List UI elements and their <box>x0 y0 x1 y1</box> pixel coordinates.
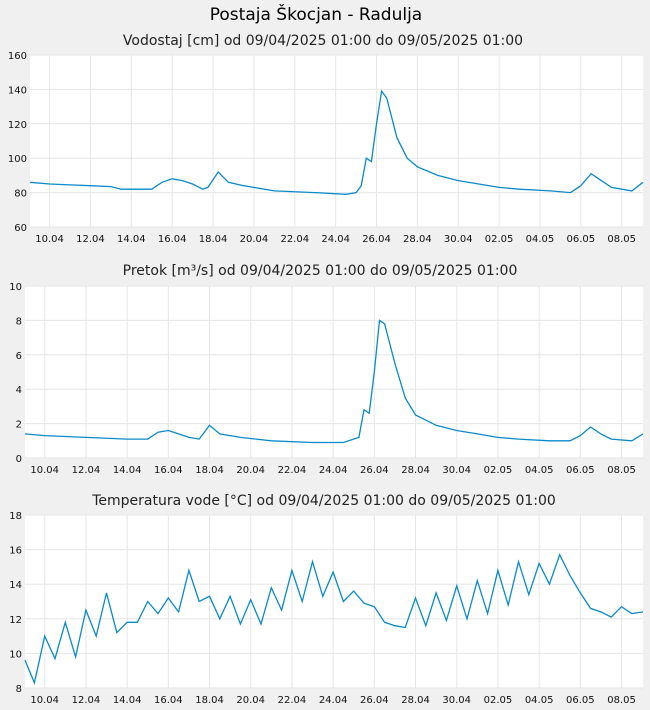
plot-area-water-level <box>30 55 643 227</box>
x-tick-label: 16.04 <box>154 465 183 476</box>
panel-water-level: Vodostaj [cm] od 09/04/2025 01:00 do 09/… <box>8 33 644 245</box>
x-tick-label: 14.04 <box>113 465 142 476</box>
series-line-water-temperature <box>24 553 644 685</box>
y-tick-label: 12 <box>9 615 22 626</box>
series-line-water-level <box>29 89 644 195</box>
x-tick-label: 16.04 <box>154 695 183 706</box>
x-tick-label: 30.04 <box>444 234 473 245</box>
y-ticks-discharge: 0 2 4 6 8 10 <box>9 282 22 465</box>
x-tick-label: 06.05 <box>567 234 596 245</box>
x-tick-label: 22.04 <box>278 465 307 476</box>
panel-water-temperature: Temperatura vode [°C] od 09/04/2025 01:0… <box>9 493 644 706</box>
x-tick-label: 10.04 <box>35 234 64 245</box>
x-ticks-discharge: 10.04 12.04 14.04 16.04 18.04 20.04 22.04 24.04… <box>30 465 635 476</box>
y-tick-label: 2 <box>16 420 22 431</box>
y-tick-label: 80 <box>14 189 27 200</box>
x-tick-label: 14.04 <box>113 695 142 706</box>
y-tick-label: 0 <box>16 454 22 465</box>
y-tick-label: 18 <box>9 511 22 522</box>
y-tick-label: 16 <box>9 546 22 557</box>
x-tick-label: 08.05 <box>607 234 636 245</box>
panel-title-discharge: Pretok [m³/s] od 09/04/2025 01:00 do 09/… <box>123 263 518 279</box>
x-tick-label: 26.04 <box>360 465 389 476</box>
grid-water-temperature <box>25 514 643 689</box>
grid-discharge <box>25 285 643 459</box>
x-tick-label: 20.04 <box>236 465 265 476</box>
y-tick-label: 14 <box>9 580 22 591</box>
x-tick-label: 28.04 <box>401 465 430 476</box>
x-tick-label: 16.04 <box>158 234 187 245</box>
y-tick-label: 140 <box>8 85 27 96</box>
x-tick-label: 04.05 <box>525 695 554 706</box>
x-tick-label: 24.04 <box>319 465 348 476</box>
x-tick-label: 18.04 <box>199 234 228 245</box>
x-tick-label: 24.04 <box>321 234 350 245</box>
x-ticks-water-level: 10.04 12.04 14.04 16.04 18.04 20.04 22.04 24.04… <box>35 234 636 245</box>
panel-title-water-temperature: Temperatura vode [°C] od 09/04/2025 01:0… <box>91 493 556 509</box>
x-tick-label: 12.04 <box>72 465 101 476</box>
panel-title-water-level: Vodostaj [cm] od 09/04/2025 01:00 do 09/… <box>123 33 523 49</box>
figure-title: Postaja Škocjan - Radulja <box>210 3 422 25</box>
x-tick-label: 12.04 <box>76 234 105 245</box>
y-ticks-water-temperature: 8 10 12 14 16 18 <box>9 511 22 695</box>
x-tick-label: 08.05 <box>607 465 636 476</box>
x-tick-label: 30.04 <box>442 465 471 476</box>
plot-area-discharge <box>25 286 643 458</box>
x-tick-label: 26.04 <box>360 695 389 706</box>
x-tick-label: 06.05 <box>566 695 595 706</box>
x-tick-label: 28.04 <box>401 695 430 706</box>
y-tick-label: 4 <box>16 385 22 396</box>
x-tick-label: 08.05 <box>607 695 636 706</box>
x-tick-label: 18.04 <box>195 695 224 706</box>
y-tick-label: 100 <box>8 154 27 165</box>
x-tick-label: 18.04 <box>195 465 224 476</box>
x-tick-label: 22.04 <box>280 234 309 245</box>
y-tick-label: 8 <box>16 684 22 695</box>
x-tick-label: 04.05 <box>526 234 555 245</box>
x-tick-label: 20.04 <box>240 234 269 245</box>
y-tick-label: 10 <box>9 649 22 660</box>
x-ticks-water-temperature: 10.04 12.04 14.04 16.04 18.04 20.04 22.04 24.04… <box>30 695 635 706</box>
panel-discharge: Pretok [m³/s] od 09/04/2025 01:00 do 09/… <box>9 263 644 476</box>
x-tick-label: 14.04 <box>117 234 146 245</box>
x-tick-label: 10.04 <box>30 695 59 706</box>
x-tick-label: 02.05 <box>485 234 514 245</box>
x-tick-label: 20.04 <box>236 695 265 706</box>
y-tick-label: 6 <box>16 351 22 362</box>
x-tick-label: 10.04 <box>30 465 59 476</box>
y-tick-label: 160 <box>8 51 27 62</box>
y-tick-label: 8 <box>16 316 22 327</box>
series-line-discharge <box>24 319 644 444</box>
x-tick-label: 04.05 <box>525 465 554 476</box>
x-tick-label: 02.05 <box>484 465 513 476</box>
grid-water-level <box>30 54 643 228</box>
x-tick-label: 26.04 <box>362 234 391 245</box>
y-tick-label: 60 <box>14 223 27 234</box>
y-ticks-water-level: 60 80 100 120 140 160 <box>8 51 27 234</box>
y-tick-label: 10 <box>9 282 22 293</box>
x-tick-label: 12.04 <box>72 695 101 706</box>
x-tick-label: 02.05 <box>484 695 513 706</box>
y-tick-label: 120 <box>8 120 27 131</box>
x-tick-label: 24.04 <box>319 695 348 706</box>
x-tick-label: 06.05 <box>566 465 595 476</box>
x-tick-label: 30.04 <box>442 695 471 706</box>
plot-area-water-temperature <box>25 515 643 688</box>
x-tick-label: 28.04 <box>403 234 432 245</box>
x-tick-label: 22.04 <box>278 695 307 706</box>
